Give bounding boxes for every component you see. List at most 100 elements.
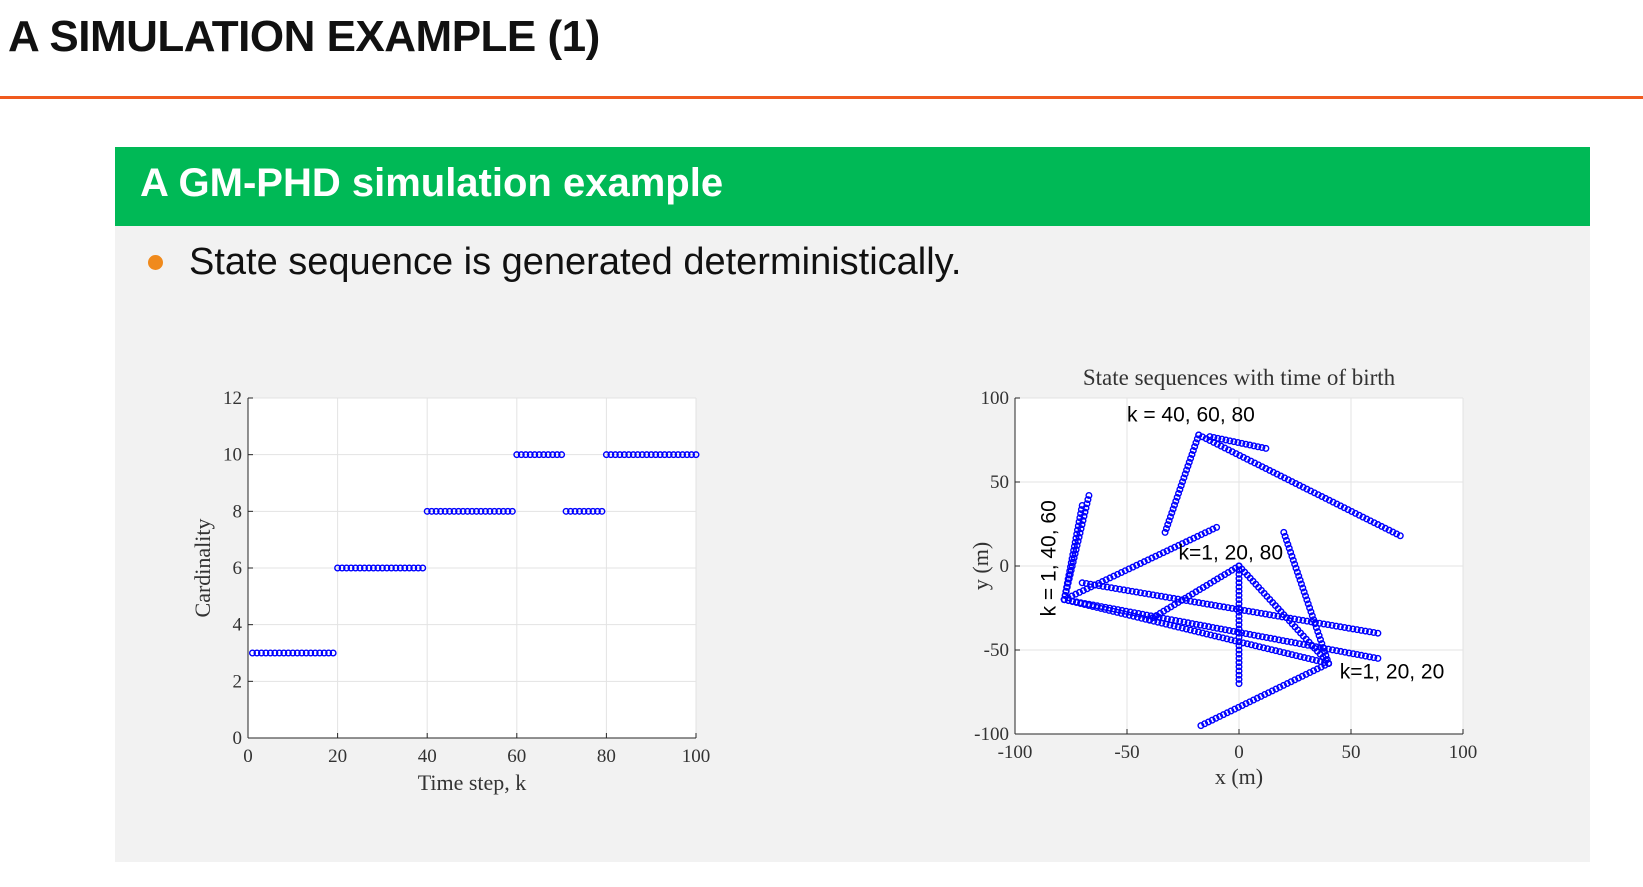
track-point bbox=[1194, 532, 1202, 540]
track-point bbox=[1235, 675, 1243, 683]
track-point bbox=[1295, 616, 1303, 624]
track-point bbox=[1235, 612, 1243, 620]
track-point bbox=[1218, 435, 1226, 443]
track-point bbox=[1077, 510, 1085, 518]
x-axis-label: x (m) bbox=[1215, 764, 1263, 789]
cardinality-point bbox=[692, 451, 700, 459]
track-point bbox=[1112, 584, 1120, 592]
track-point bbox=[1116, 585, 1124, 593]
x-axis-label: Time step, k bbox=[418, 770, 527, 795]
track-point bbox=[1313, 665, 1321, 673]
track-point bbox=[1284, 540, 1292, 548]
cardinality-point bbox=[262, 649, 270, 657]
track-point bbox=[1126, 608, 1134, 616]
track-point bbox=[1210, 433, 1218, 441]
track-point bbox=[1195, 431, 1203, 439]
track-point bbox=[1225, 627, 1233, 635]
track-point bbox=[1363, 515, 1371, 523]
track-point bbox=[1076, 588, 1084, 596]
track-point bbox=[1257, 692, 1265, 700]
track-point bbox=[1268, 646, 1276, 654]
track-point bbox=[1341, 648, 1349, 656]
track-point bbox=[1102, 603, 1110, 611]
track-point bbox=[1253, 609, 1261, 617]
track-point bbox=[1067, 563, 1075, 571]
track-point bbox=[1285, 544, 1293, 552]
track-point bbox=[1139, 610, 1147, 618]
track-point bbox=[1153, 592, 1161, 600]
track-point bbox=[1322, 494, 1330, 502]
track-point bbox=[1374, 629, 1382, 637]
cardinality-point bbox=[410, 564, 418, 572]
track-point bbox=[1249, 608, 1257, 616]
cardinality-point bbox=[352, 564, 360, 572]
x-tick-label: -100 bbox=[998, 742, 1033, 763]
cardinality-point bbox=[576, 507, 584, 515]
track-point bbox=[1172, 616, 1180, 624]
cardinality-point bbox=[468, 507, 476, 515]
cardinality-point bbox=[401, 564, 409, 572]
track-point bbox=[1310, 667, 1318, 675]
track-point bbox=[1296, 576, 1304, 584]
y-tick-label: 6 bbox=[233, 558, 243, 579]
track-point bbox=[1217, 625, 1225, 633]
track-point bbox=[1068, 555, 1076, 563]
track-point bbox=[1308, 612, 1316, 620]
track-point bbox=[1258, 633, 1266, 641]
track-point bbox=[1198, 433, 1206, 441]
cardinality-point bbox=[378, 564, 386, 572]
cardinality-point bbox=[620, 451, 628, 459]
track-point bbox=[1340, 504, 1348, 512]
track-point bbox=[1125, 565, 1133, 573]
track-point bbox=[1070, 547, 1078, 555]
track-point bbox=[1306, 669, 1314, 677]
cardinality-point bbox=[495, 507, 503, 515]
track-point bbox=[1075, 518, 1083, 526]
track-point bbox=[1223, 635, 1231, 643]
track-point bbox=[1239, 453, 1247, 461]
track-point bbox=[1189, 447, 1197, 455]
track-point bbox=[1168, 616, 1176, 624]
cardinality-point bbox=[513, 451, 521, 459]
track-point bbox=[1235, 570, 1243, 578]
track-point bbox=[1130, 609, 1138, 617]
track-point bbox=[1366, 517, 1374, 525]
track-point bbox=[1117, 569, 1125, 577]
track-point bbox=[1242, 440, 1250, 448]
track-point bbox=[1199, 599, 1207, 607]
track-point bbox=[1316, 636, 1324, 644]
track-point bbox=[1120, 586, 1128, 594]
track-point bbox=[1079, 587, 1087, 595]
track-point bbox=[1201, 529, 1209, 537]
track-point bbox=[1235, 667, 1243, 675]
track-point bbox=[1064, 596, 1072, 604]
track-point bbox=[1138, 614, 1146, 622]
track-point bbox=[1136, 559, 1144, 567]
track-point bbox=[1292, 564, 1300, 572]
track-point bbox=[1194, 628, 1202, 636]
track-point bbox=[1107, 584, 1115, 592]
track-point bbox=[1073, 530, 1081, 538]
track-point bbox=[1251, 459, 1259, 467]
track-point bbox=[1182, 538, 1190, 546]
cardinality-chart: 0 20 40 60 80 100 0 2 4 6 8 10 12 Time step, k Cardina… bbox=[190, 390, 710, 795]
track-point bbox=[1176, 617, 1184, 625]
cardinality-point bbox=[584, 507, 592, 515]
track-point bbox=[1295, 572, 1303, 580]
track-point bbox=[1179, 478, 1187, 486]
track-point bbox=[1281, 532, 1289, 540]
cardinality-point bbox=[544, 451, 552, 459]
x-tick-label: 40 bbox=[418, 746, 437, 767]
track-point bbox=[1357, 626, 1365, 634]
cardinality-point bbox=[455, 507, 463, 515]
track-point bbox=[1303, 596, 1311, 604]
y-tick-label: 4 bbox=[233, 615, 243, 636]
track-point bbox=[1074, 522, 1082, 530]
track-point bbox=[1067, 559, 1075, 567]
track-point bbox=[1353, 626, 1361, 634]
track-point bbox=[1328, 646, 1336, 654]
cardinality-point bbox=[284, 649, 292, 657]
track-point bbox=[1251, 642, 1259, 650]
track-point bbox=[1184, 462, 1192, 470]
track-point bbox=[1106, 574, 1114, 582]
